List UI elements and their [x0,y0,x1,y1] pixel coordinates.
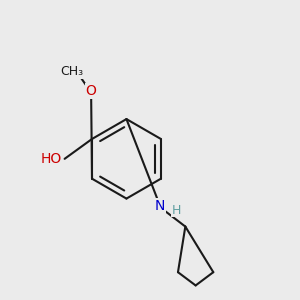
Text: N: N [155,199,166,213]
Text: O: O [86,84,97,98]
Text: HO: HO [41,152,62,166]
Text: H: H [172,204,181,217]
Text: CH₃: CH₃ [60,65,83,79]
